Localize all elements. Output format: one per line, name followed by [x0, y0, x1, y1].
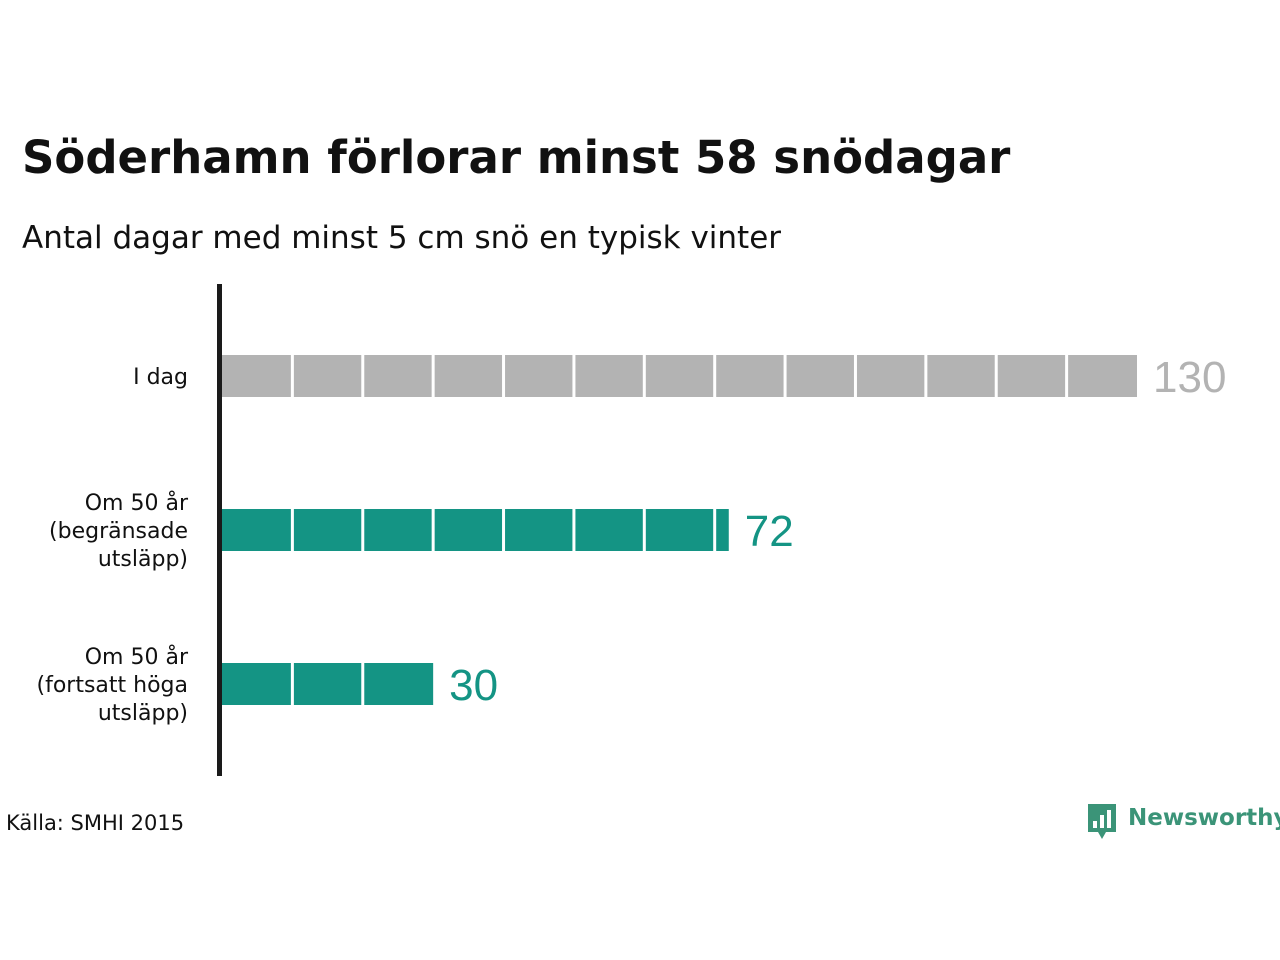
bar-segment-divider	[572, 355, 576, 397]
bar-segment-divider	[1065, 355, 1069, 397]
bar-segment-divider	[502, 509, 506, 551]
value-label: 130	[1153, 353, 1226, 402]
chart-subtitle: Antal dagar med minst 5 cm snö en typisk…	[22, 220, 782, 256]
bar-segment-divider	[290, 355, 294, 397]
bar-segment-divider	[290, 663, 294, 705]
category-label: I dag	[133, 365, 188, 390]
bar-segment-divider	[361, 355, 365, 397]
y-axis-line	[217, 284, 222, 776]
bar-segment-divider	[783, 355, 787, 397]
bar-segment-divider	[361, 509, 365, 551]
bar-segment-divider	[572, 509, 576, 551]
newsworthy-logo-text: Newsworthy	[1128, 805, 1280, 831]
source-note: Källa: SMHI 2015	[6, 811, 185, 835]
bar-segment-divider	[502, 355, 506, 397]
bar-segment-divider	[853, 355, 857, 397]
bar-segment-divider	[431, 355, 435, 397]
bar-segment-divider	[713, 509, 717, 551]
bar	[222, 355, 1137, 397]
bar-segment-divider	[431, 509, 435, 551]
newsworthy-logo-icon	[1088, 804, 1116, 839]
bar-segment-divider	[361, 663, 365, 705]
bar-segment-divider	[642, 509, 646, 551]
category-label: Om 50 år (fortsatt höga utsläpp)	[37, 644, 189, 726]
newsworthy-logo: Newsworthy	[1086, 802, 1280, 842]
bar-segment-divider	[713, 355, 717, 397]
value-label: 30	[449, 661, 498, 710]
bar-segment-divider	[994, 355, 998, 397]
bar	[222, 663, 434, 705]
bar	[222, 509, 729, 551]
chart-title: Söderhamn förlorar minst 58 snödagar	[22, 131, 1011, 184]
category-label: Om 50 år (begränsade utsläpp)	[49, 490, 189, 572]
bar-segment-divider	[290, 509, 294, 551]
bar-segment-divider	[642, 355, 646, 397]
value-label: 72	[745, 507, 794, 556]
bar-segment-divider	[924, 355, 928, 397]
